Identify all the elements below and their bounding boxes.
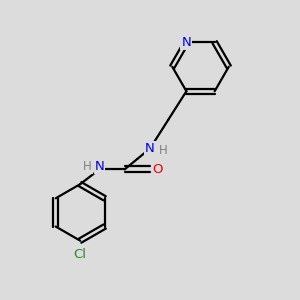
Text: H: H: [83, 160, 92, 173]
Text: N: N: [94, 160, 104, 173]
Text: Cl: Cl: [74, 248, 87, 260]
Text: N: N: [182, 36, 191, 49]
Text: N: N: [145, 142, 155, 155]
Text: H: H: [159, 143, 168, 157]
Text: O: O: [152, 163, 163, 176]
